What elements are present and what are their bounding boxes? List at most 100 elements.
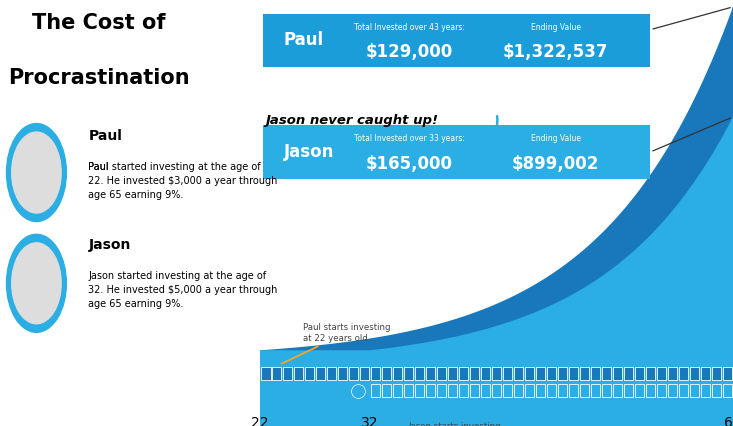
Text: Paul: Paul: [284, 32, 324, 49]
FancyBboxPatch shape: [426, 366, 435, 380]
Text: Total Invested over 33 years:: Total Invested over 33 years:: [354, 134, 465, 143]
Text: Jason never caught up!: Jason never caught up!: [265, 114, 438, 127]
FancyBboxPatch shape: [382, 366, 391, 380]
FancyBboxPatch shape: [470, 366, 479, 380]
FancyBboxPatch shape: [569, 384, 578, 397]
FancyBboxPatch shape: [272, 366, 281, 380]
FancyBboxPatch shape: [371, 384, 380, 397]
FancyBboxPatch shape: [712, 384, 721, 397]
FancyBboxPatch shape: [690, 384, 699, 397]
FancyBboxPatch shape: [712, 366, 721, 380]
FancyBboxPatch shape: [262, 14, 650, 67]
FancyBboxPatch shape: [349, 366, 358, 380]
FancyBboxPatch shape: [591, 366, 600, 380]
FancyBboxPatch shape: [723, 366, 732, 380]
FancyBboxPatch shape: [371, 366, 380, 380]
Text: $165,000: $165,000: [366, 155, 453, 173]
FancyBboxPatch shape: [558, 384, 567, 397]
FancyBboxPatch shape: [602, 366, 611, 380]
Circle shape: [7, 234, 67, 332]
Text: Total Invested over 43 years:: Total Invested over 43 years:: [354, 23, 465, 32]
Text: $1,322,537: $1,322,537: [503, 43, 608, 61]
FancyBboxPatch shape: [646, 384, 655, 397]
Circle shape: [12, 132, 61, 213]
Text: 22: 22: [251, 416, 269, 426]
FancyBboxPatch shape: [261, 366, 270, 380]
FancyBboxPatch shape: [305, 366, 314, 380]
FancyBboxPatch shape: [635, 384, 644, 397]
FancyBboxPatch shape: [415, 384, 424, 397]
FancyBboxPatch shape: [646, 366, 655, 380]
FancyBboxPatch shape: [602, 384, 611, 397]
Text: Paul started investing at the age of
22. He invested $3,000 a year through
age 6: Paul started investing at the age of 22.…: [89, 162, 278, 200]
FancyBboxPatch shape: [514, 366, 523, 380]
Text: 65: 65: [724, 416, 733, 426]
FancyBboxPatch shape: [525, 384, 534, 397]
FancyBboxPatch shape: [558, 366, 567, 380]
FancyBboxPatch shape: [525, 366, 534, 380]
Text: Paul starts investing
at 22 years old.: Paul starts investing at 22 years old.: [281, 323, 390, 364]
Text: Jason starts investing
at 32 years old.: Jason starts investing at 32 years old.: [388, 401, 501, 426]
Text: Paul: Paul: [89, 130, 122, 143]
Text: Jason started investing at the age of
32. He invested $5,000 a year through
age : Jason started investing at the age of 32…: [89, 271, 278, 308]
FancyBboxPatch shape: [283, 366, 292, 380]
FancyBboxPatch shape: [723, 384, 732, 397]
FancyBboxPatch shape: [690, 366, 699, 380]
FancyBboxPatch shape: [393, 366, 402, 380]
FancyBboxPatch shape: [701, 384, 710, 397]
FancyBboxPatch shape: [459, 384, 468, 397]
FancyBboxPatch shape: [536, 366, 545, 380]
FancyBboxPatch shape: [492, 366, 501, 380]
FancyBboxPatch shape: [569, 366, 578, 380]
FancyBboxPatch shape: [624, 366, 633, 380]
FancyBboxPatch shape: [294, 366, 303, 380]
FancyBboxPatch shape: [503, 384, 512, 397]
FancyBboxPatch shape: [393, 384, 402, 397]
FancyBboxPatch shape: [360, 366, 369, 380]
FancyBboxPatch shape: [613, 366, 622, 380]
FancyBboxPatch shape: [580, 384, 589, 397]
Text: Jason: Jason: [89, 238, 131, 252]
FancyBboxPatch shape: [547, 384, 556, 397]
Text: Ending Value: Ending Value: [531, 134, 581, 143]
FancyBboxPatch shape: [679, 384, 688, 397]
Text: $129,000: $129,000: [366, 43, 453, 61]
FancyBboxPatch shape: [591, 384, 600, 397]
FancyBboxPatch shape: [338, 366, 347, 380]
FancyBboxPatch shape: [481, 384, 490, 397]
FancyBboxPatch shape: [580, 366, 589, 380]
FancyBboxPatch shape: [536, 384, 545, 397]
Circle shape: [7, 124, 67, 222]
FancyBboxPatch shape: [437, 384, 446, 397]
Text: The Cost of: The Cost of: [32, 13, 166, 33]
FancyBboxPatch shape: [701, 366, 710, 380]
FancyBboxPatch shape: [657, 366, 666, 380]
FancyBboxPatch shape: [470, 384, 479, 397]
FancyBboxPatch shape: [459, 366, 468, 380]
Text: Procrastination: Procrastination: [8, 68, 190, 88]
FancyBboxPatch shape: [448, 366, 457, 380]
FancyBboxPatch shape: [679, 366, 688, 380]
FancyBboxPatch shape: [613, 384, 622, 397]
FancyBboxPatch shape: [327, 366, 336, 380]
FancyBboxPatch shape: [382, 384, 391, 397]
Text: Ending Value: Ending Value: [531, 23, 581, 32]
FancyBboxPatch shape: [624, 384, 633, 397]
Text: Paul: Paul: [89, 162, 112, 172]
FancyBboxPatch shape: [657, 384, 666, 397]
FancyBboxPatch shape: [404, 366, 413, 380]
FancyBboxPatch shape: [262, 125, 650, 178]
FancyBboxPatch shape: [635, 366, 644, 380]
FancyBboxPatch shape: [514, 384, 523, 397]
FancyBboxPatch shape: [426, 384, 435, 397]
Text: $899,002: $899,002: [512, 155, 600, 173]
FancyBboxPatch shape: [668, 366, 677, 380]
Text: 32: 32: [361, 416, 379, 426]
FancyBboxPatch shape: [481, 366, 490, 380]
FancyBboxPatch shape: [492, 384, 501, 397]
FancyBboxPatch shape: [404, 384, 413, 397]
FancyBboxPatch shape: [547, 366, 556, 380]
FancyBboxPatch shape: [668, 384, 677, 397]
Circle shape: [12, 243, 61, 324]
FancyBboxPatch shape: [316, 366, 325, 380]
